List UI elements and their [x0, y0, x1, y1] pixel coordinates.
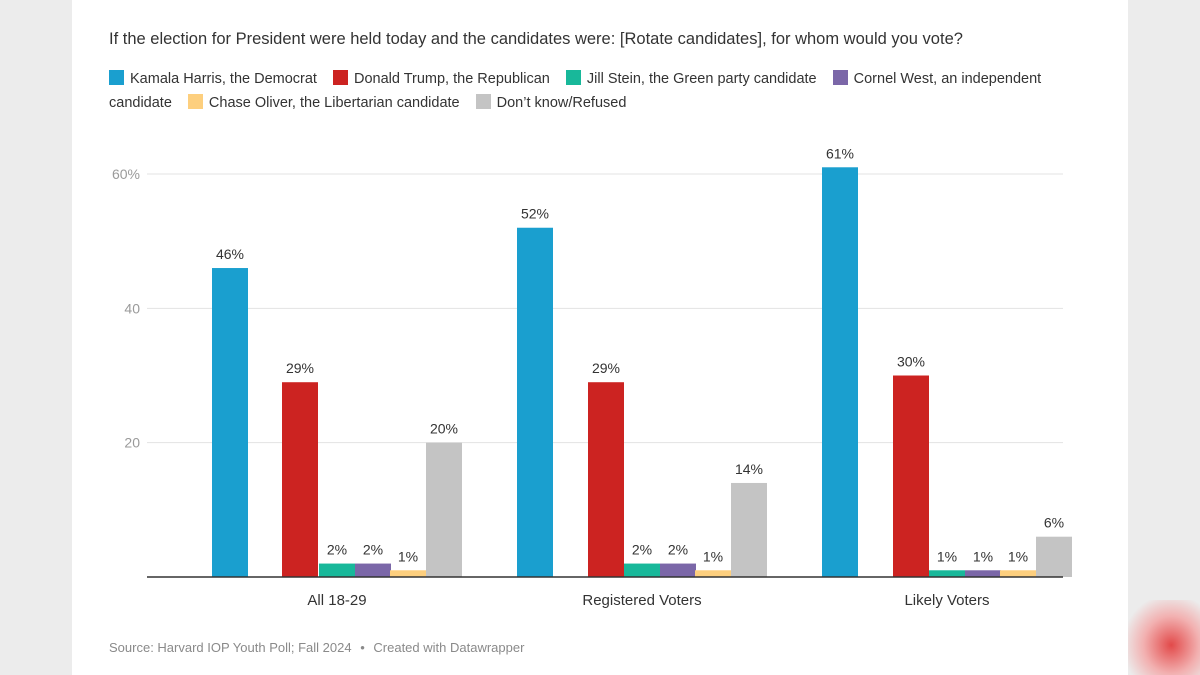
bar-value-label: 2%	[363, 542, 383, 558]
bar	[517, 227, 553, 577]
background-decoration	[1128, 600, 1200, 675]
bar	[282, 382, 318, 577]
bar-value-label: 61%	[826, 145, 854, 161]
legend-swatch	[832, 70, 848, 85]
bar	[624, 563, 660, 577]
chart-legend: Kamala Harris, the Democrat Donald Trump…	[109, 67, 1069, 115]
legend-item: Cornel West, an independent candidate	[109, 70, 1042, 111]
bar-value-label: 14%	[735, 461, 763, 477]
bar	[212, 268, 248, 577]
bar	[695, 570, 731, 577]
bar	[929, 570, 965, 577]
legend-item: Donald Trump, the Republican	[332, 70, 550, 87]
legend-item: Jill Stein, the Green party candidate	[565, 70, 817, 87]
legend-swatch	[565, 70, 581, 85]
bar	[822, 167, 858, 578]
bar-value-label: 6%	[1044, 515, 1064, 531]
legend-item: Chase Oliver, the Libertarian candidate	[187, 94, 460, 111]
legend-label: Chase Oliver, the Libertarian candidate	[208, 95, 460, 111]
legend-swatch	[109, 70, 124, 85]
bar	[965, 570, 1001, 577]
legend-swatch	[332, 70, 348, 85]
legend-swatch	[475, 94, 491, 109]
chart-card: If the election for President were held …	[72, 0, 1128, 675]
bar-chart: 60% 40 20 46% 29% 2% 2% 1% 20% All 18-29 52% 29% 2% 2…	[112, 145, 1072, 609]
bar	[426, 442, 462, 577]
bar-value-label: 2%	[632, 542, 652, 558]
legend-swatch	[187, 94, 203, 109]
bar-value-label: 1%	[937, 548, 957, 564]
bar	[1000, 570, 1036, 577]
y-tick-label: 40	[124, 300, 140, 316]
bar-value-label: 2%	[668, 542, 688, 558]
bar	[355, 563, 391, 577]
legend-item: Kamala Harris, the Democrat	[109, 70, 317, 87]
bar-value-label: 2%	[327, 542, 347, 558]
bar-value-label: 52%	[521, 206, 549, 222]
bar-value-label: 30%	[897, 354, 925, 370]
bar-value-label: 29%	[286, 360, 314, 376]
x-category-label: All 18-29	[307, 592, 366, 609]
source-separator: •	[360, 640, 365, 655]
legend-label: Kamala Harris, the Democrat	[130, 71, 317, 87]
x-category-label: Likely Voters	[904, 592, 989, 609]
bar-value-label: 1%	[973, 548, 993, 564]
chart-source: Source: Harvard IOP Youth Poll; Fall 202…	[109, 640, 524, 655]
bar	[660, 563, 696, 577]
legend-label: Donald Trump, the Republican	[353, 71, 550, 87]
bar	[390, 570, 426, 577]
legend-item: Don’t know/Refused	[475, 94, 627, 111]
bar-value-label: 29%	[592, 360, 620, 376]
bar-value-label: 46%	[216, 246, 244, 262]
legend-label: Jill Stein, the Green party candidate	[586, 71, 817, 87]
source-text: Source: Harvard IOP Youth Poll; Fall 202…	[109, 640, 352, 655]
bar-value-label: 1%	[398, 548, 418, 564]
bar	[1036, 536, 1072, 577]
y-tick-label: 60%	[112, 166, 140, 182]
source-credit: Created with Datawrapper	[373, 640, 525, 655]
bar	[731, 482, 767, 577]
y-tick-label: 20	[124, 435, 140, 451]
bar	[319, 563, 355, 577]
bar	[588, 382, 624, 577]
bar-value-label: 1%	[703, 548, 723, 564]
x-category-label: Registered Voters	[582, 592, 701, 609]
bar-value-label: 1%	[1008, 548, 1028, 564]
chart-question: If the election for President were held …	[109, 30, 963, 48]
legend-label: Cornel West, an independent candidate	[109, 71, 1042, 111]
legend-label: Don’t know/Refused	[496, 95, 627, 111]
bar	[893, 375, 929, 577]
bar-value-label: 20%	[430, 421, 458, 437]
